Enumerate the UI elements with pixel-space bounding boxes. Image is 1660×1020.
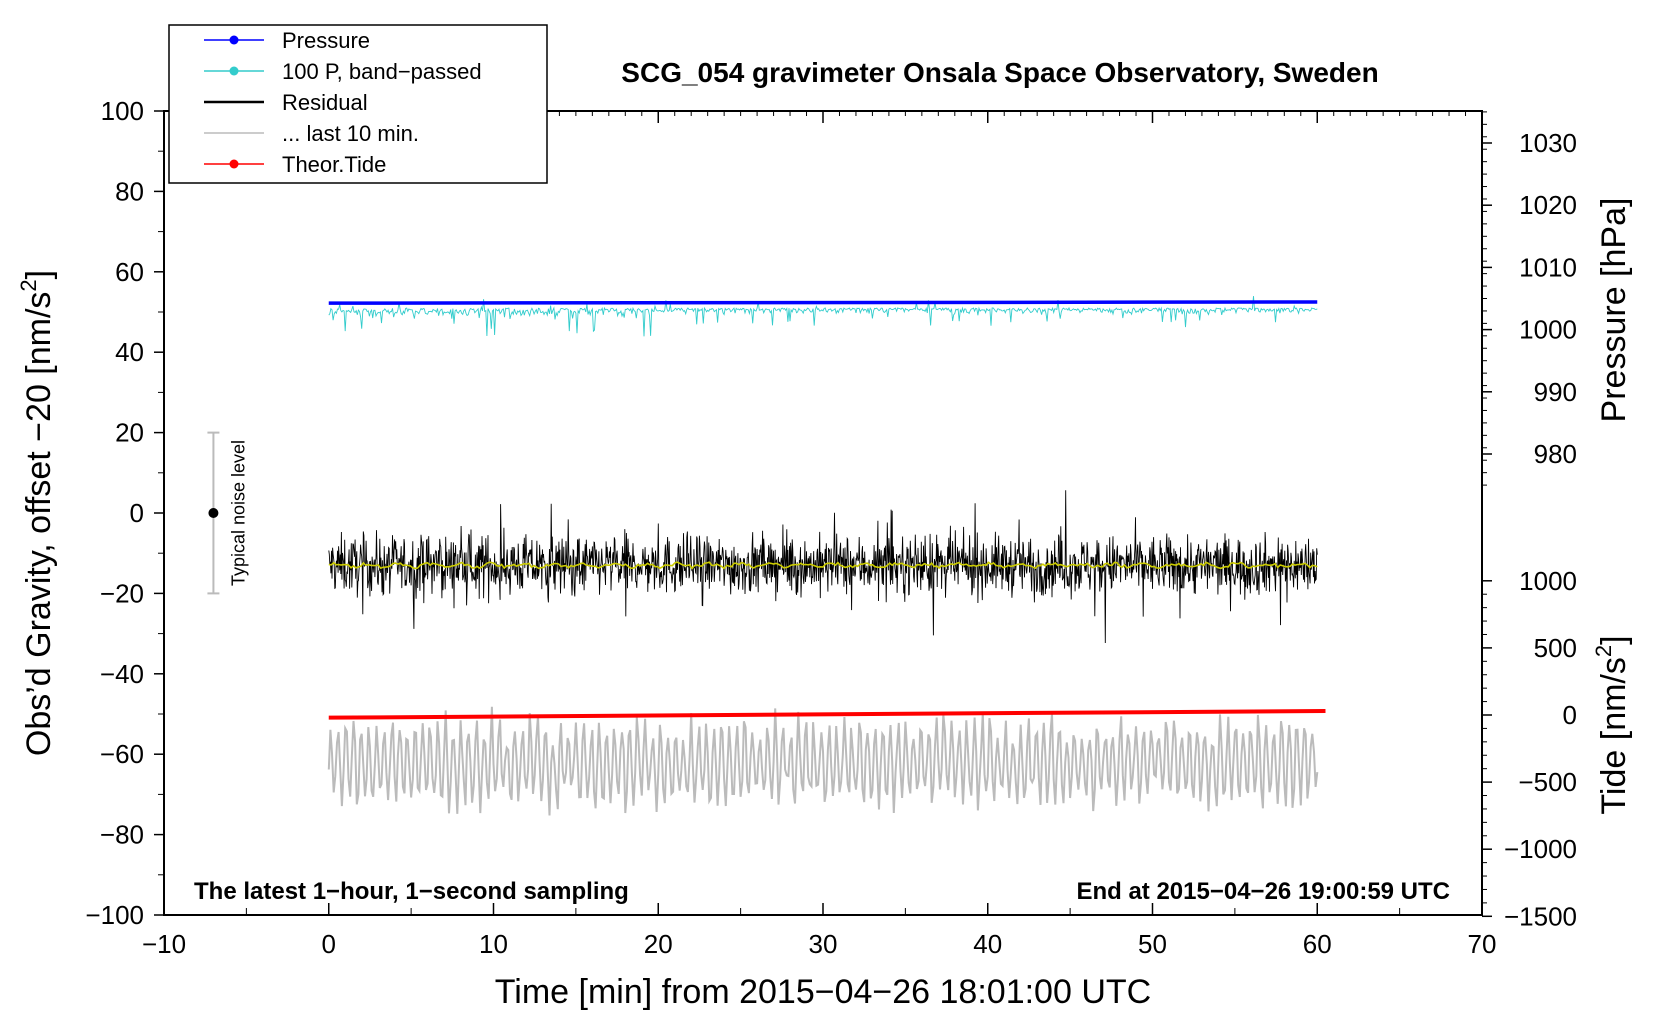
- pressure-tick-label: 1010: [1519, 252, 1577, 282]
- y-axis-tide-title: Tide [nm/s2]: [1591, 635, 1633, 814]
- pressure-tick-label: 990: [1534, 377, 1577, 407]
- series-layer: [327, 296, 1326, 816]
- y-tick-label: 60: [115, 257, 144, 287]
- y-tick-label: 40: [115, 337, 144, 367]
- y-axis-left-title-sup: 2: [16, 279, 41, 291]
- y-axis-tide-title-end: ]: [1595, 635, 1633, 644]
- tide-tick-label: 0: [1563, 700, 1577, 730]
- tide-tick-label: −500: [1518, 767, 1577, 797]
- annotation-sampling: The latest 1−hour, 1−second sampling: [194, 878, 629, 905]
- x-tick-label: 40: [973, 929, 1002, 959]
- y-tick-label: 100: [101, 96, 144, 126]
- legend-label: 100 P, band−passed: [282, 59, 482, 84]
- y-tick-label: −60: [100, 739, 144, 769]
- noise-bar: Typical noise level: [207, 431, 248, 595]
- pressure-tick-label: 980: [1534, 439, 1577, 469]
- y-axis-tide-title-sup: 2: [1591, 645, 1616, 657]
- series-last-10-min: [327, 706, 1319, 816]
- y-axis-left-title: Obs’d Gravity, offset −20 [nm/s2]: [16, 270, 58, 756]
- x-axis-title: Time [min] from 2015−04−26 18:01:00 UTC: [495, 973, 1151, 1011]
- chart-title: SCG_054 gravimeter Onsala Space Observat…: [621, 57, 1378, 88]
- y-tick-label: −80: [100, 820, 144, 850]
- pressure-tick-label: 1030: [1519, 128, 1577, 158]
- tide-tick-label: 1000: [1519, 566, 1577, 596]
- series-residual: [328, 490, 1318, 644]
- y-axis-left-title-end: ]: [20, 270, 58, 279]
- y-axis-tide: 1000 500 0 −500 −1000 −1500: [1482, 566, 1577, 931]
- y-tick-label: 80: [115, 176, 144, 206]
- legend-swatch-marker: [229, 66, 239, 76]
- annotation-end-time: End at 2015−04−26 19:00:59 UTC: [1076, 878, 1450, 905]
- x-tick-label: 70: [1468, 929, 1497, 959]
- x-tick-label: 0: [322, 929, 336, 959]
- legend-box: [168, 24, 548, 184]
- x-tick-label: 50: [1138, 929, 1167, 959]
- y-tick-label: −20: [100, 578, 144, 608]
- tide-tick-label: −1500: [1504, 901, 1577, 931]
- x-tick-label: 10: [479, 929, 508, 959]
- legend-swatch-marker: [229, 159, 239, 169]
- x-tick-label: −10: [142, 929, 186, 959]
- y-axis-left: 100 80 60 40 20 0 −20 −40 −60 −80 −100: [85, 96, 164, 930]
- series-theoretical-tide: [328, 708, 1326, 720]
- x-axis: −10 0 10 20 30 40 50 60 70: [142, 111, 1497, 959]
- series-residual-smoothed: [328, 561, 1318, 570]
- tide-tick-label: −1000: [1504, 834, 1577, 864]
- legend-label: Pressure: [282, 28, 370, 53]
- legend-label: Residual: [282, 90, 368, 115]
- legend: Pressure 100 P, band−passed Residual ... la…: [168, 24, 548, 184]
- pressure-tick-label: 1020: [1519, 190, 1577, 220]
- y-axis-tide-title-main: Tide [nm/s: [1595, 657, 1633, 814]
- series-pressure: [328, 300, 1318, 305]
- noise-label: Typical noise level: [228, 440, 248, 586]
- x-tick-label: 30: [809, 929, 838, 959]
- series-band-passed-pressure: [328, 296, 1318, 337]
- x-tick-label: 60: [1303, 929, 1332, 959]
- y-axis-left-title-main: Obs’d Gravity, offset −20 [nm/s: [20, 292, 58, 757]
- tide-tick-label: 500: [1534, 633, 1577, 663]
- legend-label: ... last 10 min.: [282, 121, 419, 146]
- legend-swatch-marker: [229, 35, 239, 45]
- legend-label: Theor.Tide: [282, 152, 386, 177]
- y-axis-pressure: 1030 1020 1010 1000 990 980: [1482, 111, 1577, 486]
- y-tick-label: 20: [115, 418, 144, 448]
- pressure-tick-label: 1000: [1519, 315, 1577, 345]
- y-tick-label: −100: [85, 900, 144, 930]
- y-axis-pressure-title: Pressure [hPa]: [1595, 198, 1633, 423]
- legend-items: Pressure 100 P, band−passed Residual ... la…: [204, 28, 482, 177]
- noise-bar-center-point: [208, 508, 219, 518]
- y-tick-label: 0: [130, 498, 144, 528]
- y-tick-label: −40: [100, 659, 144, 689]
- x-tick-label: 20: [644, 929, 673, 959]
